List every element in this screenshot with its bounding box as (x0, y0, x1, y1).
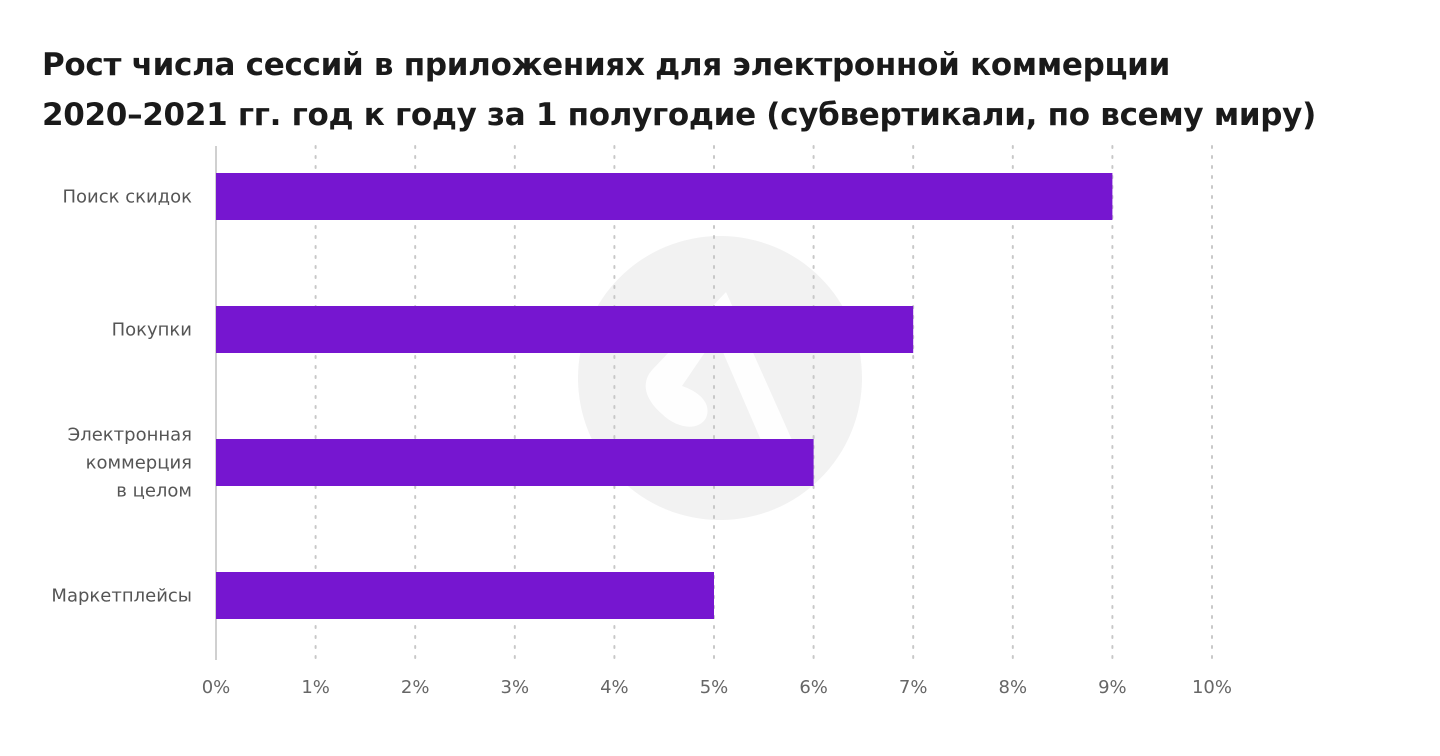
chart-title-line-1: Рост числа сессий в приложениях для элек… (42, 47, 1171, 83)
bar (216, 173, 1113, 220)
bar (216, 439, 814, 486)
category-label: Поиск скидок (62, 187, 192, 208)
category-label: Электронная коммерция в целом (68, 425, 192, 502)
bar (216, 572, 714, 619)
x-tick-labels: 0% 1% 2% 3% 4% 5% 6% 7% 8% 9% 10% (202, 677, 1232, 698)
x-tick-label: 6% (799, 677, 828, 698)
x-tick-label: 5% (700, 677, 729, 698)
x-tick-label: 1% (301, 677, 330, 698)
x-tick-label: 3% (501, 677, 530, 698)
x-tick-label: 7% (899, 677, 928, 698)
category-label-line: Электронная (68, 425, 192, 446)
category-label-line: коммерция (86, 453, 192, 474)
category-label-line: Покупки (112, 320, 192, 341)
category-label-line: Маркетплейсы (51, 586, 192, 607)
x-tick-label: 8% (999, 677, 1028, 698)
x-tick-label: 2% (401, 677, 430, 698)
x-tick-label: 0% (202, 677, 231, 698)
category-label-line: в целом (116, 481, 192, 502)
x-tick-label: 4% (600, 677, 629, 698)
bar (216, 306, 914, 353)
x-tick-label: 9% (1098, 677, 1127, 698)
category-label: Покупки (112, 320, 192, 341)
x-tick-label: 10% (1192, 677, 1232, 698)
category-label-line: Поиск скидок (62, 187, 192, 208)
category-label: Маркетплейсы (51, 586, 192, 607)
bars (216, 173, 1113, 619)
chart-title-line-2: 2020–2021 гг. год к году за 1 полугодие … (42, 97, 1316, 133)
category-labels: Поиск скидок Покупки Электронная коммерция в… (51, 187, 192, 607)
watermark-mark (645, 292, 792, 452)
chart-title: Рост числа сессий в приложениях для элек… (42, 40, 1412, 140)
